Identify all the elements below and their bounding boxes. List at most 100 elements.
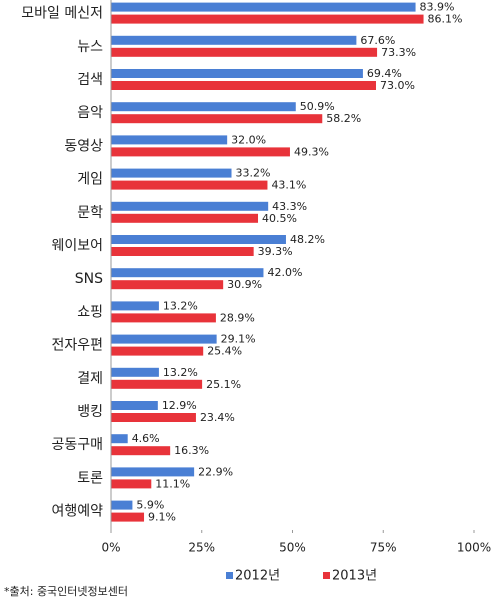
bar: [111, 114, 323, 124]
category-label: 결제: [77, 371, 103, 387]
legend-swatch: [226, 572, 233, 579]
value-label-bg: [173, 445, 212, 457]
value-label-bg: [234, 167, 273, 179]
bar: [111, 69, 363, 78]
value-label: 9.1%: [148, 511, 176, 524]
category-label: 공동구매: [51, 437, 103, 453]
value-label-bg: [161, 300, 200, 312]
value-label-bg: [160, 400, 199, 411]
value-label: 23.4%: [200, 411, 235, 424]
x-tick-label: 100%: [457, 541, 491, 555]
value-label: 69.4%: [367, 67, 402, 80]
value-label: 29.1%: [221, 333, 256, 346]
category-label: 웨이보어: [51, 238, 103, 254]
value-label-bg: [206, 345, 245, 357]
value-label: 5.9%: [136, 499, 164, 512]
bar: [111, 235, 286, 244]
value-label: 48.2%: [290, 233, 325, 246]
value-label: 33.2%: [236, 167, 271, 180]
category-label: 동영상: [64, 138, 103, 154]
value-label-bg: [219, 333, 258, 345]
bar: [111, 467, 195, 477]
bar: [111, 346, 204, 356]
value-label: 39.3%: [258, 245, 293, 258]
value-label-bg: [288, 234, 327, 245]
value-label: 13.2%: [163, 366, 198, 379]
value-label: 30.9%: [227, 278, 262, 291]
value-label: 25.1%: [206, 378, 241, 391]
category-label: 토론: [77, 470, 103, 486]
bar: [111, 401, 158, 410]
bar: [111, 201, 269, 211]
value-label-bg: [270, 179, 309, 191]
value-label: 40.5%: [262, 212, 297, 225]
value-label-bg: [426, 13, 465, 25]
bar: [111, 301, 159, 311]
value-label-bg: [147, 511, 186, 523]
value-label-bg: [325, 113, 364, 125]
bar: [111, 434, 128, 444]
category-label: 모바일 메신저: [21, 6, 103, 22]
value-label-bg: [205, 378, 244, 390]
value-label-bg: [226, 279, 265, 291]
x-tick-label: 25%: [188, 541, 215, 555]
category-label: 음악: [77, 105, 103, 121]
bar: [111, 379, 203, 389]
bar: [111, 280, 224, 290]
value-label-bg: [298, 101, 337, 113]
value-label-bg: [135, 499, 174, 511]
value-label-bg: [380, 46, 419, 58]
bar: [111, 180, 268, 190]
legend-label: 2013년: [332, 569, 377, 584]
bar: [111, 268, 264, 278]
category-label: 문학: [77, 205, 103, 221]
bar: [111, 102, 296, 112]
bar: [111, 500, 133, 510]
x-tick-label: 50%: [279, 541, 306, 555]
value-label: 28.9%: [220, 311, 255, 324]
value-label: 73.3%: [381, 46, 416, 59]
value-label: 25.4%: [207, 345, 242, 358]
x-tick-label: 0%: [101, 541, 120, 555]
value-label-bg: [418, 1, 457, 13]
value-label-bg: [218, 312, 257, 324]
legend-swatch: [323, 572, 330, 579]
category-label: SNS: [75, 271, 103, 287]
value-label: 58.2%: [326, 112, 361, 125]
bar: [111, 247, 254, 256]
value-label: 4.6%: [132, 432, 160, 445]
value-label: 43.1%: [271, 179, 306, 192]
value-label-bg: [256, 246, 295, 257]
value-label: 50.9%: [300, 100, 335, 113]
source-note: *출처: 중국인터넷정보센터: [4, 585, 128, 598]
bar: [111, 313, 216, 323]
value-label: 43.3%: [272, 200, 307, 213]
bar: [111, 479, 152, 489]
value-label: 67.6%: [360, 34, 395, 47]
value-label-bg: [197, 466, 236, 478]
value-label-bg: [198, 412, 237, 423]
value-label-bg: [378, 80, 417, 91]
bar: [111, 81, 376, 90]
bar: [111, 47, 378, 57]
category-label: 게임: [77, 172, 103, 188]
value-label: 86.1%: [428, 13, 463, 26]
bar: [111, 14, 424, 24]
value-label: 12.9%: [162, 399, 197, 412]
value-label-bg: [365, 68, 404, 79]
bar: [111, 168, 232, 178]
category-label: 뱅킹: [77, 404, 103, 420]
value-label: 16.3%: [174, 444, 209, 457]
value-label-bg: [292, 146, 331, 158]
category-label: 전자우편: [51, 338, 103, 354]
value-label-bg: [266, 267, 305, 279]
bar: [111, 35, 357, 45]
value-label-bg: [154, 478, 193, 490]
bar: [111, 446, 171, 456]
value-label-bg: [161, 366, 200, 378]
value-label: 49.3%: [294, 145, 329, 158]
legend-label: 2012년: [235, 569, 280, 584]
bar: [111, 135, 228, 145]
value-label: 32.0%: [231, 133, 266, 146]
